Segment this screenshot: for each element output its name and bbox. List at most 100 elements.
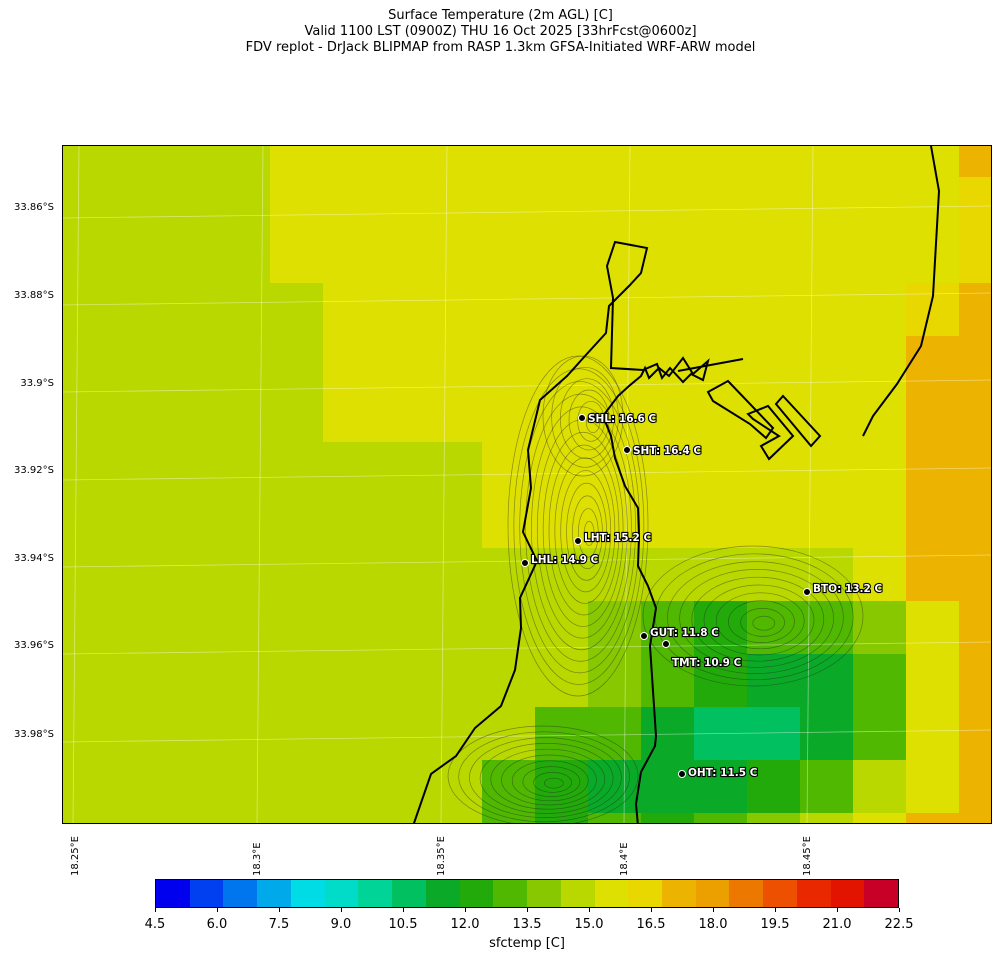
station-dot[interactable]	[678, 770, 686, 778]
grid-cell	[63, 146, 112, 178]
grid-cell	[482, 389, 536, 443]
grid-cell	[217, 442, 271, 496]
station-dot[interactable]	[578, 414, 586, 422]
grid-cell	[641, 813, 695, 823]
grid-cell	[323, 601, 377, 655]
contour-line	[642, 545, 864, 687]
colorbar	[155, 879, 899, 908]
station-markers: SHL: 16.6 C SHT: 16.4 C LHT: 15.2 C LHL: 14…	[521, 412, 884, 780]
colorbar-swatch	[763, 880, 797, 907]
grid-cell	[323, 548, 377, 602]
colorbar-swatch	[189, 880, 224, 907]
grid-cell	[906, 177, 960, 231]
grid-cell	[853, 283, 907, 337]
contour-line	[559, 378, 615, 460]
grid-cell	[323, 442, 377, 496]
contour-line	[519, 381, 641, 674]
station-dot[interactable]	[623, 446, 631, 454]
title-line-3: FDV replot - DrJack BLIPMAP from RASP 1.…	[245, 40, 756, 55]
grid-cell	[111, 813, 165, 823]
contour-line	[511, 760, 589, 802]
grid-cell	[63, 813, 112, 823]
grid-cell	[217, 495, 271, 549]
latitude-line	[63, 379, 991, 393]
grid-cell	[376, 601, 430, 655]
grid-cell	[164, 707, 218, 761]
grid-cell	[906, 601, 960, 655]
grid-cell	[800, 230, 854, 284]
grid-cell	[535, 707, 589, 761]
grid-cell	[270, 495, 324, 549]
grid-cell	[429, 654, 483, 708]
grid-cell	[164, 495, 218, 549]
colorbar-swatch	[527, 880, 561, 907]
grid-cell	[482, 230, 536, 284]
grid-cell	[270, 707, 324, 761]
contour-line	[577, 508, 599, 558]
grid-cell	[694, 283, 748, 337]
grid-cell	[63, 601, 112, 655]
grid-cell	[959, 495, 991, 549]
grid-cell	[482, 654, 536, 708]
station-dot[interactable]	[662, 640, 670, 648]
grid-cell	[906, 495, 960, 549]
grid-cell	[694, 177, 748, 231]
grid-cell	[800, 336, 854, 390]
station-dot[interactable]	[640, 632, 648, 640]
grid-cell	[376, 177, 430, 231]
grid-cell	[429, 336, 483, 390]
station-dot[interactable]	[574, 537, 582, 545]
grid-cell	[588, 283, 642, 337]
station-label: TMT: 10.9 C	[672, 657, 742, 669]
grid-cell	[800, 601, 854, 655]
grid-cell	[641, 230, 695, 284]
grid-cell	[535, 146, 589, 178]
grid-cell	[323, 336, 377, 390]
contour-line	[479, 743, 614, 814]
grid-cell	[853, 230, 907, 284]
station-dot[interactable]	[803, 588, 811, 596]
latitude-line	[63, 205, 991, 219]
colorbar-tick-label: 15.0	[574, 917, 604, 932]
grid-cell	[641, 654, 695, 708]
grid-cell	[111, 230, 165, 284]
station-label: SHT: 16.4 C	[633, 445, 701, 457]
grid-cell	[694, 495, 748, 549]
grid-cell	[588, 707, 642, 761]
grid-cell	[270, 230, 324, 284]
grid-cell	[429, 389, 483, 443]
grid-cell	[906, 336, 960, 390]
grid-cell	[164, 230, 218, 284]
colorbar-tick-label: 19.5	[760, 917, 790, 932]
station-dot[interactable]	[521, 559, 529, 567]
terrain-contours	[447, 355, 864, 823]
contour-line	[703, 584, 815, 656]
colorbar-tick-mark	[465, 908, 466, 912]
grid-cell	[164, 177, 218, 231]
latitude-tick-label: 33.98°S	[14, 729, 54, 740]
grid-cell	[853, 336, 907, 390]
grid-cell	[747, 813, 801, 823]
longitude-tick-label: 18.3°E	[252, 842, 263, 876]
graticule	[63, 146, 991, 823]
grid-cell	[323, 283, 377, 337]
grid-cell	[270, 813, 324, 823]
map-panel[interactable]: SHL: 16.6 C SHT: 16.4 C LHT: 15.2 C LHL: 14…	[62, 145, 992, 824]
grid-cell	[164, 813, 218, 823]
map-canvas: SHL: 16.6 C SHT: 16.4 C LHT: 15.2 C LHL: 14…	[63, 146, 991, 823]
grid-cell	[111, 177, 165, 231]
grid-cell	[270, 336, 324, 390]
grid-cell	[959, 548, 991, 602]
colorbar-tick-mark	[713, 908, 714, 912]
colorbar-swatch	[695, 880, 730, 907]
grid-cell	[164, 442, 218, 496]
grid-cell	[959, 442, 991, 496]
grid-cell	[63, 495, 112, 549]
grid-cell	[800, 654, 854, 708]
grid-cell	[323, 177, 377, 231]
grid-cell	[164, 336, 218, 390]
grid-cell	[800, 442, 854, 496]
grid-cell	[482, 548, 536, 602]
grid-cell	[482, 601, 536, 655]
station-label: SHL: 16.6 C	[588, 413, 656, 425]
